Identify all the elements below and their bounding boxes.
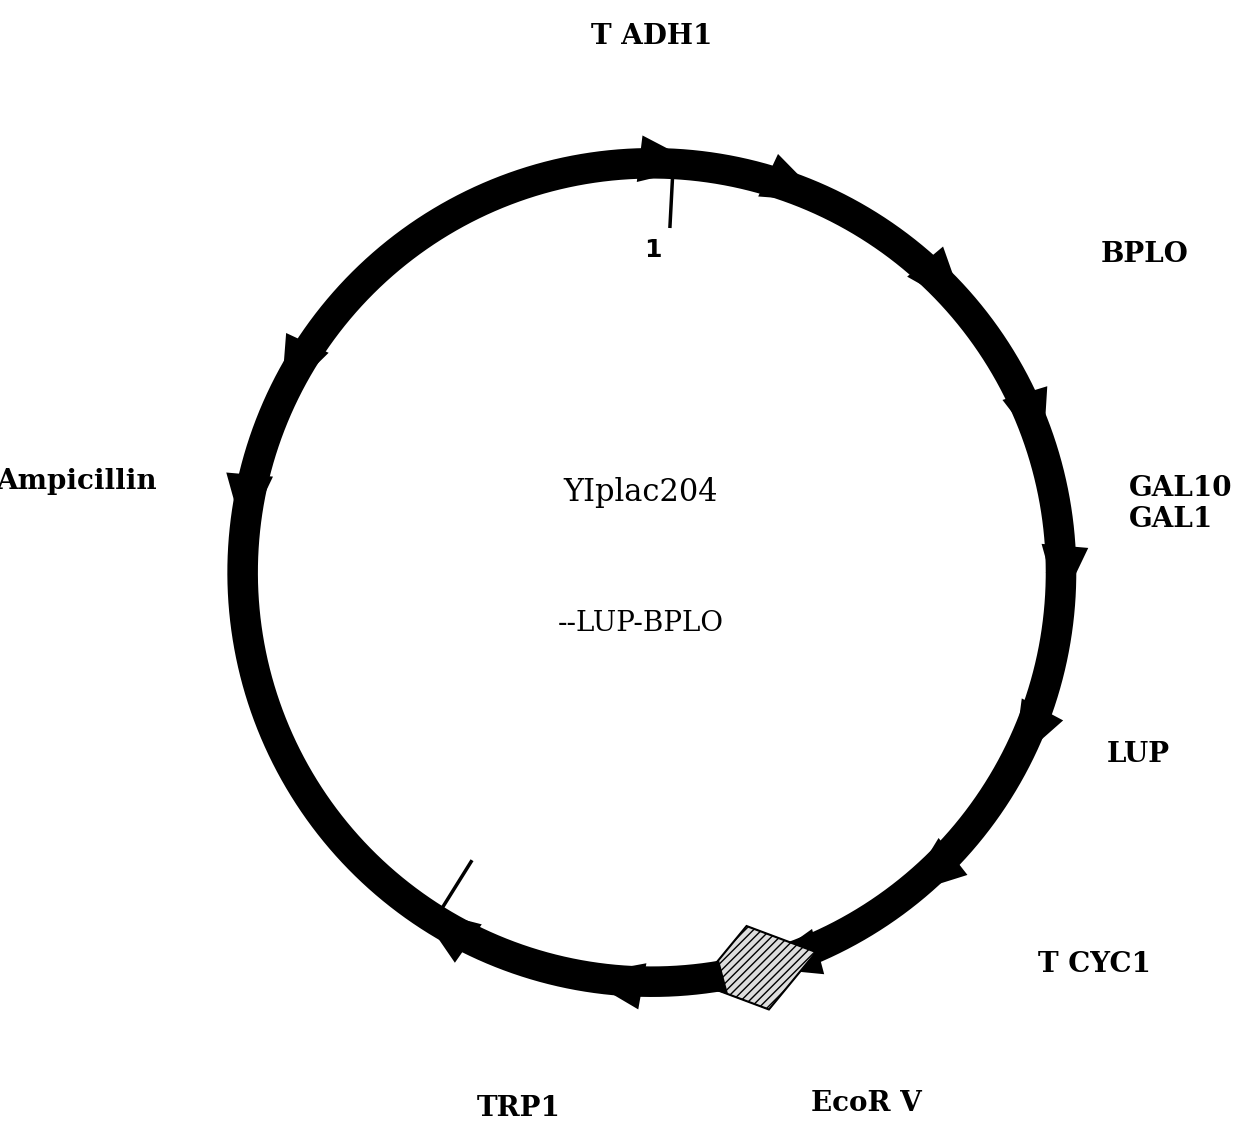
Polygon shape [904, 838, 967, 895]
Text: LUP: LUP [1106, 741, 1169, 768]
Text: T CYC1: T CYC1 [1038, 951, 1151, 978]
Text: 1: 1 [644, 238, 662, 262]
Polygon shape [580, 963, 646, 1010]
Polygon shape [637, 135, 702, 182]
Text: T ADH1: T ADH1 [591, 23, 713, 49]
Polygon shape [226, 473, 273, 537]
Text: YIplac204: YIplac204 [563, 477, 718, 508]
Polygon shape [1002, 386, 1048, 453]
Polygon shape [908, 246, 965, 309]
Polygon shape [417, 908, 482, 963]
Text: BPLO: BPLO [1101, 240, 1189, 268]
Text: Ampicillin: Ampicillin [0, 468, 157, 495]
Text: EcoR V: EcoR V [811, 1090, 921, 1116]
Polygon shape [688, 961, 728, 994]
Text: --LUP-BPLO: --LUP-BPLO [558, 610, 723, 637]
Text: TRP1: TRP1 [477, 1096, 560, 1122]
Text: GAL10
GAL1: GAL10 GAL1 [1130, 475, 1233, 534]
Polygon shape [1013, 698, 1063, 765]
Polygon shape [699, 926, 816, 1010]
Polygon shape [758, 153, 825, 202]
Polygon shape [758, 929, 825, 974]
Polygon shape [281, 333, 329, 400]
Polygon shape [1042, 544, 1089, 608]
